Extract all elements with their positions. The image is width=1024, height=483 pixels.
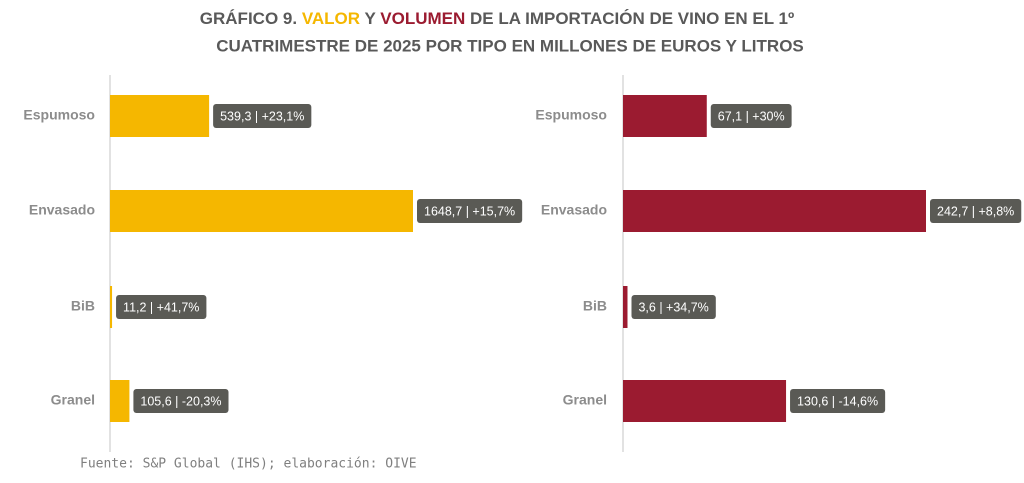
value-label: 1648,7 | +15,7% [424, 204, 515, 218]
chart-title: GRÁFICO 9. VALOR Y VOLUMEN DE LA IMPORTA… [200, 9, 794, 28]
category-label: Envasado [29, 202, 95, 218]
value-label: 130,6 | -14,6% [797, 394, 878, 408]
title-part: VALOR [302, 9, 360, 28]
category-label: BiB [583, 298, 607, 314]
value-label-box [133, 389, 229, 413]
bar [623, 286, 628, 328]
value-label-box [417, 199, 523, 223]
value-label-box [116, 295, 207, 319]
category-label: Granel [51, 392, 95, 408]
title-part: DE LA IMPORTACIÓN DE VINO EN EL 1º [470, 9, 794, 28]
bar [623, 95, 707, 137]
title-part: GRÁFICO 9. [200, 9, 297, 28]
source-note: Fuente: S&P Global (IHS); elaboración: O… [80, 457, 417, 472]
value-label: 539,3 | +23,1% [220, 109, 304, 123]
category-label: Envasado [541, 202, 607, 218]
value-label: 67,1 | +30% [718, 109, 785, 123]
bar [110, 190, 413, 232]
bar [623, 190, 926, 232]
value-label-box [930, 199, 1022, 223]
title-part: Y [364, 9, 376, 28]
value-label: 105,6 | -20,3% [140, 394, 221, 408]
value-label: 242,7 | +8,8% [937, 204, 1014, 218]
value-label: 3,6 | +34,7% [638, 300, 708, 314]
value-label: 11,2 | +41,7% [123, 300, 199, 314]
category-label: Espumoso [535, 107, 607, 123]
bar [110, 380, 130, 422]
value-label-box [631, 295, 716, 319]
chart-title: CUATRIMESTRE DE 2025 POR TIPO EN MILLONE… [216, 36, 804, 55]
value-label-box [710, 104, 792, 128]
bar [623, 380, 787, 422]
value-label-box [790, 389, 886, 413]
bar [110, 286, 113, 328]
bar [110, 95, 210, 137]
value-label-box [213, 104, 312, 128]
category-label: Granel [563, 392, 607, 408]
title-part: VOLUMEN [380, 9, 465, 28]
category-label: Espumoso [23, 107, 95, 123]
category-label: BiB [71, 298, 95, 314]
